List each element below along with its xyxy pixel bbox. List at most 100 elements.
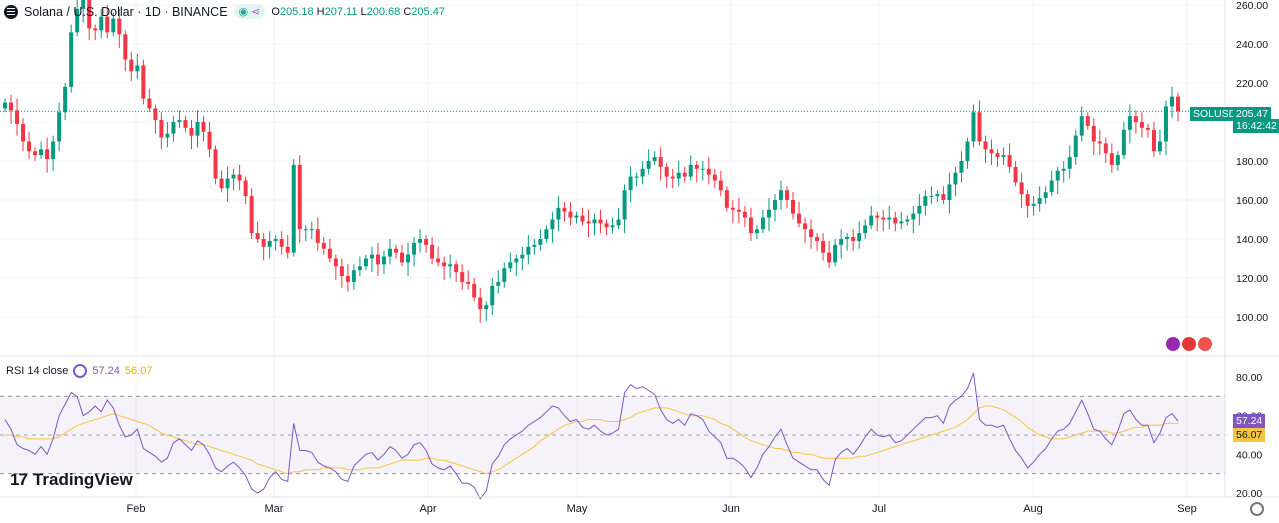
candle-body [700,168,705,170]
candle-body [490,285,495,306]
candle-body [394,248,398,253]
candle-body [1139,122,1144,128]
candle-body [785,190,789,200]
rsi-ma-value: 56.07 [124,365,153,377]
countdown-tag: 16:42:42 [1233,119,1279,133]
candle-body [658,157,663,167]
candle-body [1169,96,1174,107]
candle-body [706,168,711,175]
high-label: H [316,5,325,18]
candle-body [460,272,465,282]
candle-body [508,262,513,269]
candle-body [309,229,314,231]
rsi-pane [0,372,1225,500]
candle-body [21,123,26,142]
candle-body [327,248,332,259]
time-tick-label: Aug [1023,503,1043,515]
rsi-ma-tag-value: 56.07 [1236,429,1263,441]
candle-body [550,219,555,230]
candle-body [111,18,116,33]
candle-body [1025,194,1030,206]
candle-body [977,112,982,142]
candle-body [195,122,200,136]
candle-body [797,213,802,224]
time-tick-label: Mar [265,503,284,515]
last-price: 205.47 [1236,108,1269,120]
candle-body [604,223,609,228]
candle-body [303,229,308,231]
candle-body [189,127,194,136]
candle-body [971,112,976,142]
candle-body [484,305,489,310]
candle-body [682,172,687,177]
candle-body [1157,141,1162,152]
candle-body [1097,141,1102,144]
candle-body [81,0,86,9]
candle-body [129,59,134,72]
high-value: 207.11 [324,5,358,18]
rsi-value-tag: 57.24 [1233,414,1266,428]
price-tick-label: 100.00 [1236,312,1268,324]
candle-body [201,122,206,132]
legend-controls[interactable]: ◉ ⋖ [233,4,266,19]
candle-body [177,120,182,122]
flow-icon[interactable]: ⋖ [251,6,261,18]
candle-body [33,151,38,156]
rsi-tick-label: 80.00 [1236,372,1262,384]
candle-body [1085,116,1090,126]
flag-icon[interactable] [1182,337,1196,351]
candle-body [935,194,940,197]
event-icons[interactable] [1166,337,1212,351]
rsi-line [4,372,1179,500]
time-tick-label: Jun [722,503,740,515]
candle-body [351,270,356,282]
candle-body [87,0,92,29]
candle-body [610,225,615,228]
candle-body [183,120,188,128]
candle-body [315,229,320,243]
rsi-label[interactable]: RSI 14 close [6,365,69,377]
time-tick-label: Jul [872,503,886,515]
candle-body [237,174,242,181]
candle-body [520,254,525,259]
lightning-icon[interactable] [1166,337,1180,351]
candle-body [1007,155,1012,167]
tv-logo-text: TradingView [32,470,133,489]
candle-body [911,213,916,220]
candle-body [496,281,501,286]
candle-body [75,8,80,33]
time-tick-label: Feb [127,503,146,515]
candle-body [117,18,122,35]
candle-body [905,219,910,222]
settings-gear-icon[interactable] [1250,502,1264,516]
candle-body [995,153,1000,158]
candle-body [375,254,380,265]
candle-body [345,276,350,282]
candle-body [1043,192,1048,199]
settings-icon[interactable] [73,364,88,378]
candle-body [159,120,164,138]
candle-body [369,254,374,259]
earnings-icon[interactable] [1198,337,1212,351]
candle-body [845,237,850,239]
candle-body [171,122,176,134]
rsi-ma-tag: 56.07 [1233,428,1266,442]
candle-body [887,217,892,220]
candle-body [718,180,723,191]
candle-body [255,233,260,239]
candle-body [670,176,675,179]
tradingview-logo[interactable]: 17 TradingView [10,470,133,490]
solana-icon [4,4,18,19]
symbol-title[interactable]: Solana / U.S. Dollar · 1D · BINANCE [24,4,228,19]
eye-icon[interactable]: ◉ [238,6,249,18]
candle-body [381,256,386,265]
candle-body [748,217,753,234]
candle-body [448,264,453,267]
price-tick-label: 220.00 [1236,78,1268,90]
candle-body [778,190,783,200]
candle-body [279,239,284,247]
candle-body [863,225,868,234]
candle-body [1013,166,1018,183]
price-tick-label: 260.00 [1236,0,1268,12]
